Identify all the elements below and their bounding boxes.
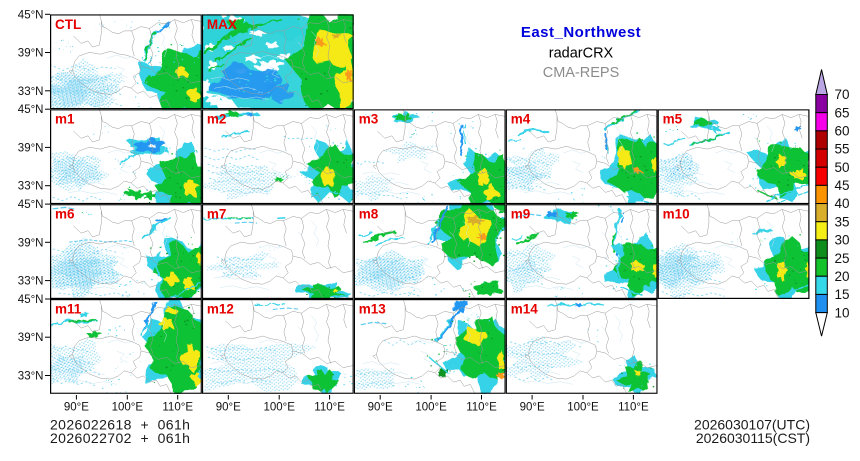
svg-text:m10: m10 (663, 207, 690, 222)
svg-text:33°N: 33°N (18, 86, 44, 98)
svg-text:110°E: 110°E (314, 402, 345, 414)
svg-text:100°E: 100°E (263, 402, 295, 414)
svg-text:East_Northwest: East_Northwest (521, 24, 641, 41)
svg-text:CTL: CTL (55, 17, 81, 32)
svg-text:33°N: 33°N (18, 371, 44, 383)
svg-text:39°N: 39°N (18, 237, 44, 249)
svg-text:m7: m7 (207, 207, 227, 222)
svg-text:33°N: 33°N (18, 276, 44, 288)
svg-text:100°E: 100°E (567, 402, 599, 414)
svg-text:45: 45 (835, 178, 850, 193)
svg-text:m11: m11 (55, 302, 82, 317)
svg-text:radarCRX: radarCRX (549, 46, 614, 62)
svg-text:20: 20 (835, 269, 850, 284)
svg-text:65: 65 (835, 105, 850, 120)
svg-text:2026022618 + 061h: 2026022618 + 061h (50, 417, 190, 433)
svg-text:m5: m5 (663, 112, 683, 127)
svg-text:45°N: 45°N (18, 199, 44, 211)
svg-text:39°N: 39°N (18, 142, 44, 154)
svg-text:CMA-REPS: CMA-REPS (543, 65, 620, 81)
svg-text:30: 30 (835, 233, 850, 248)
svg-text:45°N: 45°N (18, 104, 44, 116)
svg-text:2026022702 + 061h: 2026022702 + 061h (50, 430, 190, 446)
svg-text:15: 15 (835, 287, 850, 302)
svg-text:110°E: 110°E (162, 402, 193, 414)
svg-text:m12: m12 (207, 302, 234, 317)
svg-text:m8: m8 (359, 207, 379, 222)
svg-text:90°E: 90°E (520, 402, 545, 414)
svg-text:90°E: 90°E (216, 402, 241, 414)
svg-text:m6: m6 (55, 207, 75, 222)
svg-text:39°N: 39°N (18, 332, 44, 344)
svg-text:33°N: 33°N (18, 181, 44, 193)
svg-text:m9: m9 (511, 207, 531, 222)
svg-text:110°E: 110°E (466, 402, 497, 414)
svg-text:45°N: 45°N (18, 294, 44, 306)
svg-text:m3: m3 (359, 112, 379, 127)
svg-text:39°N: 39°N (18, 48, 44, 60)
svg-text:100°E: 100°E (415, 402, 447, 414)
svg-text:100°E: 100°E (112, 402, 144, 414)
svg-text:2026030115(CST): 2026030115(CST) (696, 430, 810, 446)
svg-text:m1: m1 (55, 112, 75, 127)
svg-text:35: 35 (835, 214, 850, 229)
svg-text:70: 70 (835, 87, 850, 102)
svg-text:90°E: 90°E (64, 402, 89, 414)
svg-text:90°E: 90°E (368, 402, 393, 414)
svg-text:2026030107(UTC): 2026030107(UTC) (694, 417, 810, 433)
svg-text:60: 60 (835, 124, 850, 139)
svg-text:45°N: 45°N (18, 9, 44, 21)
svg-text:m14: m14 (511, 302, 539, 317)
svg-text:55: 55 (835, 142, 850, 157)
svg-text:m13: m13 (359, 302, 387, 317)
svg-text:50: 50 (835, 160, 850, 175)
svg-text:110°E: 110°E (618, 402, 649, 414)
svg-text:40: 40 (835, 196, 850, 211)
svg-text:10: 10 (835, 305, 850, 320)
svg-text:m2: m2 (207, 112, 227, 127)
svg-text:m4: m4 (511, 112, 531, 127)
svg-text:MAX: MAX (207, 17, 237, 32)
svg-text:25: 25 (835, 251, 850, 266)
